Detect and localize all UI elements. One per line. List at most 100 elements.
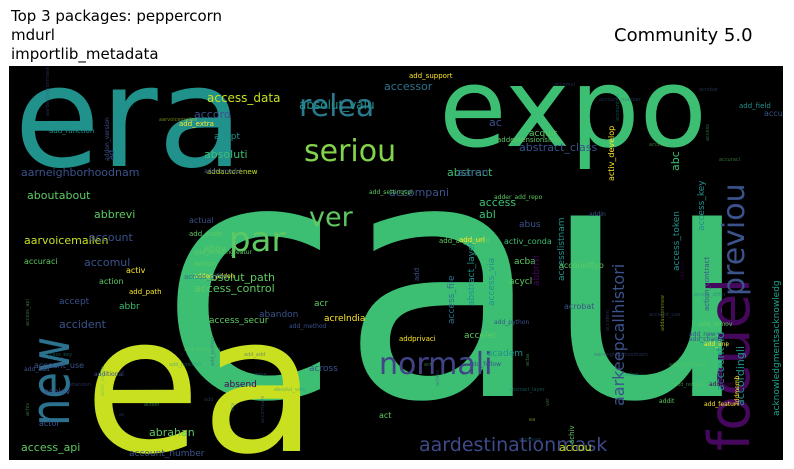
cloud-word: add_function bbox=[49, 127, 94, 135]
cloud-word: accompani bbox=[389, 186, 449, 199]
cloud-word: addmemb bbox=[734, 375, 741, 406]
cloud-word-faint: account_use bbox=[649, 312, 680, 318]
cloud-word: add_field bbox=[739, 102, 771, 110]
cloud-word-faint: acrobat bbox=[699, 87, 718, 93]
cloud-word: addit bbox=[659, 398, 675, 405]
cloud-word: abandon bbox=[259, 310, 298, 320]
cloud-word: cau bbox=[159, 90, 752, 460]
cloud-word: addon_version bbox=[104, 117, 111, 161]
cloud-word-faint: add_argument bbox=[669, 362, 705, 368]
cloud-word-faint: addition bbox=[680, 261, 686, 281]
cloud-word-faint: acba bbox=[525, 354, 531, 366]
word-cloud-background bbox=[9, 66, 783, 460]
cloud-word: abstract bbox=[447, 166, 493, 179]
cloud-word-faint: ac bbox=[119, 412, 125, 418]
cloud-word: accessor bbox=[384, 80, 433, 93]
cloud-word: addonmodul bbox=[204, 168, 242, 175]
cloud-word: aardestinationmask bbox=[419, 434, 607, 456]
cloud-word-faint: across_differ bbox=[694, 292, 727, 298]
cloud-word: abc bbox=[669, 151, 682, 171]
cloud-word: abbrivi bbox=[532, 255, 542, 286]
cloud-word: acquir bbox=[529, 129, 557, 139]
cloud-word: activ_develop bbox=[607, 126, 616, 181]
cloud-word: add_python bbox=[494, 319, 529, 326]
cloud-word: access_via bbox=[487, 258, 497, 306]
cloud-word: acr bbox=[314, 299, 328, 309]
cloud-word: addprivaci bbox=[399, 335, 436, 343]
cloud-word: add_extra bbox=[179, 120, 214, 128]
cloud-word-faint: ea bbox=[529, 417, 535, 423]
cloud-word: account bbox=[89, 231, 134, 244]
cloud-word-faint: aarneighborhoodnam bbox=[594, 352, 648, 358]
cloud-word: account_id bbox=[714, 332, 727, 391]
cloud-word: acba bbox=[514, 257, 536, 267]
cloud-word-faint: access bbox=[705, 124, 711, 141]
cloud-word: accident bbox=[59, 318, 107, 331]
cloud-word: previou bbox=[717, 183, 752, 296]
cloud-word: access_key bbox=[697, 180, 707, 231]
cloud-word-faint: abandon bbox=[69, 382, 91, 388]
cloud-word: actual bbox=[189, 216, 214, 225]
cloud-word: add_add bbox=[24, 366, 50, 373]
cloud-word: addautorenew bbox=[207, 168, 258, 176]
cloud-word: additional bbox=[94, 371, 124, 378]
cloud-word-faint: account_number bbox=[599, 97, 642, 103]
cloud-word: account_use bbox=[34, 361, 84, 370]
cloud-word-faint: academ bbox=[619, 372, 639, 378]
cloud-word-faint: abstract bbox=[489, 392, 510, 398]
cloud-word: actor bbox=[39, 419, 60, 428]
cloud-word: access_control bbox=[194, 282, 275, 295]
cloud-word-faint: add_python bbox=[210, 337, 216, 366]
cloud-word: addon bbox=[194, 260, 216, 268]
cloud-word: addin bbox=[589, 211, 606, 218]
cloud-word-faint: era bbox=[230, 403, 236, 411]
cloud-word: adapt bbox=[214, 132, 240, 142]
community-label: Community 5.0 bbox=[614, 25, 753, 46]
cloud-word: abstract_layer bbox=[467, 241, 477, 306]
cloud-word: ver bbox=[309, 202, 354, 233]
cloud-word: absend bbox=[224, 380, 257, 390]
cloud-word: accept bbox=[59, 297, 90, 307]
cloud-word: acceler bbox=[464, 331, 497, 341]
cloud-word-faint: relea bbox=[254, 372, 267, 378]
cloud-word-faint: action bbox=[144, 402, 159, 408]
cloud-word-faint: achiev bbox=[435, 370, 441, 386]
cloud-word-faint: account_id bbox=[615, 94, 621, 121]
cloud-word: access_api bbox=[21, 441, 80, 454]
cloud-word-faint: absolut_valu bbox=[274, 387, 306, 393]
cloud-word: acrelndia bbox=[324, 314, 365, 324]
cloud-word-faint: addautorenew bbox=[660, 295, 666, 331]
cloud-word: add_path bbox=[129, 288, 162, 296]
cloud-word-faint: activ_conda bbox=[100, 366, 106, 396]
cloud-word: add_featur bbox=[704, 401, 737, 408]
cloud-word-faint: access_key bbox=[44, 352, 72, 358]
cloud-word: add bbox=[413, 268, 421, 281]
cloud-word: achiv bbox=[568, 425, 576, 444]
cloud-word: access_secur bbox=[209, 316, 269, 326]
cloud-word: access_token bbox=[672, 211, 682, 271]
cloud-word: abov bbox=[204, 244, 227, 254]
cloud-word: add_url bbox=[459, 236, 485, 244]
cloud-word-faint: accessor bbox=[519, 437, 542, 443]
cloud-word: abbr bbox=[119, 302, 140, 312]
cloud-word: acycl bbox=[509, 277, 532, 287]
header-text: Top 3 packages: peppercorn mdurl importl… bbox=[11, 7, 222, 64]
cloud-word: add_argument bbox=[439, 237, 490, 245]
cloud-word-faint: achiv bbox=[25, 403, 31, 416]
cloud-word: add_follow bbox=[469, 361, 501, 368]
cloud-word: adder_add_repo bbox=[494, 194, 543, 201]
word-cloud: cau era expo ea new focuel normali seriou relea p… bbox=[9, 66, 783, 460]
cloud-word: achiev bbox=[44, 387, 71, 396]
cloud-word: across_differ bbox=[184, 273, 228, 281]
cloud-word: aaron bbox=[457, 166, 488, 179]
cloud-word: add_settingspi bbox=[369, 189, 413, 196]
cloud-word-faint: aardestinationmask bbox=[45, 66, 51, 116]
cloud-word: acrobat bbox=[564, 302, 594, 311]
header-line-2: mdurl bbox=[11, 26, 55, 44]
cloud-word-faint: acceler bbox=[649, 142, 668, 148]
cloud-word-faint: aarvoicemailen bbox=[159, 117, 197, 123]
cloud-word-faint: accomul bbox=[554, 82, 575, 88]
cloud-word: absoluti bbox=[204, 148, 248, 161]
cloud-word-faint: add_settingspi bbox=[184, 347, 220, 353]
